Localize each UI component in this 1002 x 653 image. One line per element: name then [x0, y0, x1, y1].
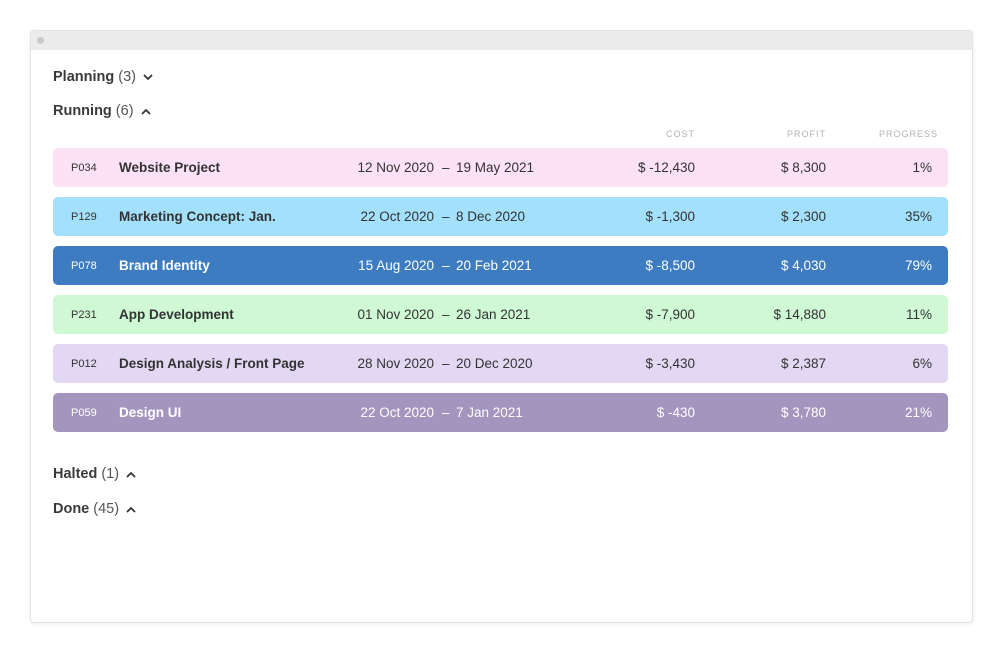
- start-date: 15 Aug 2020: [358, 258, 434, 273]
- group-halted[interactable]: Halted (1): [53, 466, 136, 482]
- project-cost: $ -430: [656, 405, 695, 420]
- project-row[interactable]: P231 App Development 01 Nov 2020–26 Jan 20…: [53, 295, 948, 334]
- start-date: 28 Nov 2020: [357, 356, 434, 371]
- project-progress: 6%: [912, 356, 932, 371]
- project-title: Marketing Concept: Jan.: [119, 209, 276, 224]
- date-separator: –: [442, 405, 450, 420]
- project-profit: $ 4,030: [780, 258, 826, 273]
- group-planning-name: Planning: [53, 69, 115, 85]
- project-progress: 79%: [904, 258, 932, 273]
- start-date: 22 Oct 2020: [360, 209, 434, 224]
- project-row[interactable]: P059 Design UI 22 Oct 2020–7 Jan 2021 $ -43…: [53, 393, 948, 432]
- start-date: 01 Nov 2020: [357, 307, 434, 322]
- project-profit: $ 3,780: [780, 405, 826, 420]
- project-id: P012: [71, 358, 97, 370]
- group-done-count: (45): [93, 501, 120, 517]
- project-cost: $ -12,430: [637, 160, 695, 175]
- project-progress: 11%: [905, 307, 932, 322]
- project-id: P129: [71, 211, 97, 223]
- project-row[interactable]: P012 Design Analysis / Front Page 28 Nov 2…: [53, 344, 948, 383]
- project-id: P059: [71, 407, 97, 419]
- end-date: 7 Jan 2021: [456, 405, 523, 420]
- project-id: P034: [71, 162, 97, 174]
- column-headers: Cost Profit Progress: [53, 129, 948, 141]
- date-separator: –: [442, 160, 450, 175]
- project-list-window: Planning (3) Running (6) Cost Profit Pro…: [30, 30, 973, 623]
- project-progress: 35%: [904, 209, 932, 224]
- start-date: 22 Oct 2020: [360, 405, 434, 420]
- project-row[interactable]: P129 Marketing Concept: Jan. 22 Oct 2020–8…: [53, 197, 948, 236]
- project-title: Design UI: [119, 405, 182, 420]
- end-date: 19 May 2021: [456, 160, 535, 175]
- window-titlebar: [31, 31, 972, 50]
- project-profit: $ 2,300: [780, 209, 826, 224]
- end-date: 20 Feb 2021: [456, 258, 532, 273]
- project-row[interactable]: P078 Brand Identity 15 Aug 2020–20 Feb 202…: [53, 246, 948, 285]
- column-header-profit: Profit: [787, 129, 826, 139]
- project-profit: $ 8,300: [780, 160, 826, 175]
- project-profit: $ 2,387: [780, 356, 826, 371]
- project-cost: $ -7,900: [645, 307, 695, 322]
- column-header-progress: Progress: [878, 129, 938, 139]
- end-date: 8 Dec 2020: [456, 209, 526, 224]
- column-header-cost: Cost: [665, 129, 695, 139]
- project-id: P078: [71, 260, 97, 272]
- group-done[interactable]: Done (45): [53, 501, 136, 517]
- chevron-up-icon[interactable]: [126, 471, 136, 478]
- window-control-dot[interactable]: [37, 37, 44, 44]
- project-progress: 21%: [904, 405, 932, 420]
- group-running-name: Running: [53, 103, 112, 119]
- group-planning[interactable]: Planning (3): [53, 69, 153, 85]
- group-done-name: Done: [53, 501, 90, 517]
- project-cost: $ -8,500: [645, 258, 695, 273]
- chevron-down-icon[interactable]: [143, 74, 153, 81]
- project-cost: $ -1,300: [645, 209, 695, 224]
- date-separator: –: [442, 258, 450, 273]
- project-title: Design Analysis / Front Page: [119, 356, 305, 371]
- project-cost: $ -3,430: [645, 356, 695, 371]
- group-running-count: (6): [115, 103, 134, 119]
- group-planning-count: (3): [118, 69, 136, 85]
- project-id: P231: [71, 309, 97, 321]
- running-projects-list: P034 Website Project 12 Nov 2020–19 May 20…: [53, 148, 948, 442]
- end-date: 26 Jan 2021: [456, 307, 531, 322]
- chevron-up-icon[interactable]: [126, 506, 136, 513]
- date-separator: –: [442, 209, 450, 224]
- date-separator: –: [442, 356, 450, 371]
- project-title: Website Project: [119, 160, 221, 175]
- project-title: App Development: [119, 307, 234, 322]
- project-title: Brand Identity: [119, 258, 210, 273]
- group-halted-name: Halted: [53, 466, 98, 482]
- project-row[interactable]: P034 Website Project 12 Nov 2020–19 May 20…: [53, 148, 948, 187]
- chevron-up-icon[interactable]: [141, 108, 151, 115]
- date-separator: –: [442, 307, 450, 322]
- start-date: 12 Nov 2020: [357, 160, 434, 175]
- group-running[interactable]: Running (6): [53, 103, 151, 119]
- project-progress: 1%: [912, 160, 932, 175]
- group-halted-count: (1): [101, 466, 120, 482]
- end-date: 20 Dec 2020: [456, 356, 533, 371]
- project-profit: $ 14,880: [773, 307, 826, 322]
